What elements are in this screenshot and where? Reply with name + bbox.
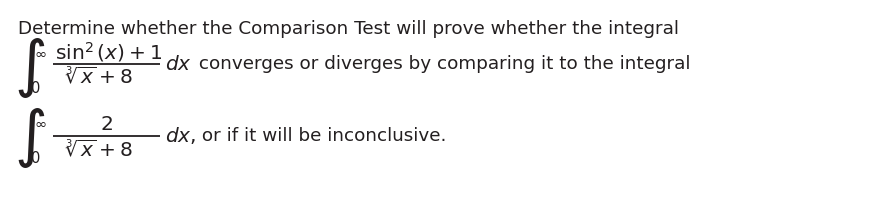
Text: $\sqrt[3]{x}+8$: $\sqrt[3]{x}+8$ [65, 66, 133, 88]
Text: $\infty$: $\infty$ [34, 116, 46, 130]
Text: $\infty$: $\infty$ [34, 46, 46, 60]
Text: $\int$: $\int$ [14, 106, 45, 170]
Text: $0$: $0$ [30, 80, 40, 96]
Text: $dx,$: $dx,$ [165, 125, 196, 146]
Text: $\int$: $\int$ [14, 36, 45, 100]
Text: $2$: $2$ [100, 114, 113, 133]
Text: $dx$: $dx$ [165, 54, 192, 73]
Text: or if it will be inconclusive.: or if it will be inconclusive. [196, 127, 447, 145]
Text: $0$: $0$ [30, 150, 40, 166]
Text: Determine whether the Comparison Test will prove whether the integral: Determine whether the Comparison Test wi… [18, 20, 679, 38]
Text: $\sin^2(x)+1$: $\sin^2(x)+1$ [55, 40, 162, 64]
Text: converges or diverges by comparing it to the integral: converges or diverges by comparing it to… [193, 55, 690, 73]
Text: $\sqrt[3]{x}+8$: $\sqrt[3]{x}+8$ [65, 139, 133, 161]
